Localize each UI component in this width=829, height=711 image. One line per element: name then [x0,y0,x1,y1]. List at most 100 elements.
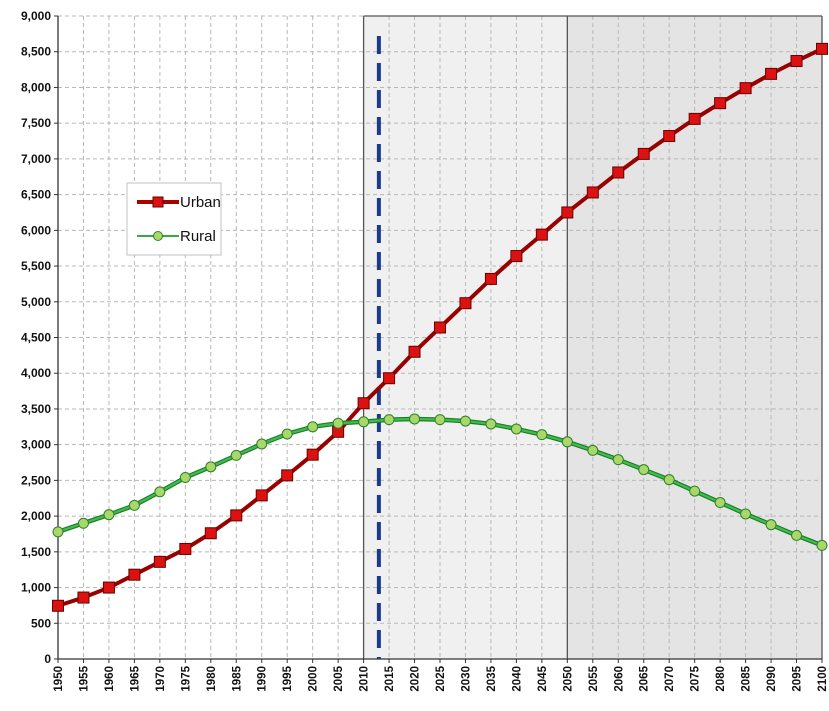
y-tick-label: 0 [44,652,51,666]
series-layer [52,42,828,612]
point-urban [637,147,650,160]
y-tick-label: 3,500 [21,402,51,416]
point-rural [154,486,166,498]
point-urban [739,82,752,95]
point-rural [281,428,293,440]
y-tick-label: 2,000 [21,509,51,523]
legend-entry-rural: Rural [137,228,216,245]
point-urban [52,599,64,612]
x-tick-label: 2070 [664,666,676,692]
point-rural [459,415,471,427]
y-tick-label: 1,000 [21,581,51,595]
series-urban [52,42,828,612]
x-tick-label: 2095 [792,665,804,691]
point-urban [153,555,166,568]
point-rural [816,539,828,551]
point-urban [765,67,778,80]
x-tick-label: 1980 [206,666,218,692]
x-tick-label: 2090 [766,666,778,692]
x-tick-label: 1970 [155,666,167,692]
point-urban [816,42,828,55]
point-rural [205,461,217,473]
legend-entry-urban: Urban [137,194,221,211]
x-tick-label: 2100 [817,666,829,692]
point-rural [689,485,701,497]
point-urban [383,372,396,385]
x-tick-label: 2030 [460,666,472,692]
x-tick-label: 2075 [690,665,702,691]
point-rural [791,529,803,541]
point-urban [179,542,192,555]
point-urban [128,568,141,581]
point-rural [765,519,777,531]
point-urban [102,581,115,594]
point-rural [740,508,752,520]
x-tick-label: 1965 [129,665,141,691]
y-tick-label: 4,000 [21,366,51,380]
y-tick-label: 5,000 [21,295,51,309]
point-urban [790,55,803,68]
x-tick-label: 2025 [435,665,447,691]
point-rural [256,438,268,450]
x-tick-label: 2005 [333,665,345,691]
point-rural [536,429,548,441]
point-rural [128,499,140,511]
y-tick-label: 3,000 [21,438,51,452]
x-tick-label: 1975 [180,665,192,691]
point-urban [510,250,523,263]
y-tick-label: 8,500 [21,45,51,59]
point-rural [663,474,675,486]
point-rural [358,416,370,428]
point-urban [281,469,294,482]
x-tick-label: 1990 [257,666,269,692]
point-urban [306,448,319,461]
x-tick-label: 1955 [78,665,90,691]
point-rural [485,418,497,430]
point-rural [587,444,599,456]
y-tick-label: 6,500 [21,188,51,202]
x-tick-label: 2000 [308,666,320,692]
point-urban [255,489,268,502]
y-tick-label: 8,000 [21,80,51,94]
x-tick-label: 2065 [639,665,651,691]
point-urban [77,591,90,604]
point-rural [103,509,115,521]
point-urban [484,272,497,285]
point-urban [204,527,217,540]
point-urban [688,112,701,125]
legend-label-urban: Urban [180,194,221,211]
point-rural [612,454,624,466]
y-tick-label: 7,000 [21,152,51,166]
x-tick-label: 2050 [562,666,574,692]
point-rural [714,497,726,509]
x-tick-label: 2020 [410,666,422,692]
x-tick-label: 2060 [613,666,625,692]
y-tick-label: 9,000 [21,9,51,23]
point-rural [510,423,522,435]
point-rural [383,414,395,426]
legend-box [126,182,222,256]
point-rural [52,526,64,538]
y-tick-label: 500 [31,616,51,630]
point-rural [77,517,89,529]
x-tick-label: 1985 [231,665,243,691]
point-urban [357,397,370,410]
point-urban [586,186,599,199]
y-tick-label: 4,500 [21,331,51,345]
point-urban [230,509,243,522]
point-urban [714,97,727,110]
x-tick-label: 2035 [486,665,498,691]
point-urban [434,321,446,334]
y-axis-ticks: 0 500 1,000 1,500 2,000 2,500 3,000 3,500 4,000 4… [21,9,58,666]
series-rural [52,413,828,551]
point-rural [307,421,319,433]
point-rural [561,436,573,448]
point-urban [535,228,548,241]
y-tick-label: 1,500 [21,545,51,559]
x-tick-label: 2055 [588,665,600,691]
y-tick-label: 5,500 [21,259,51,273]
point-rural [332,417,344,429]
point-urban [561,206,574,219]
x-tick-label: 1960 [104,666,116,692]
